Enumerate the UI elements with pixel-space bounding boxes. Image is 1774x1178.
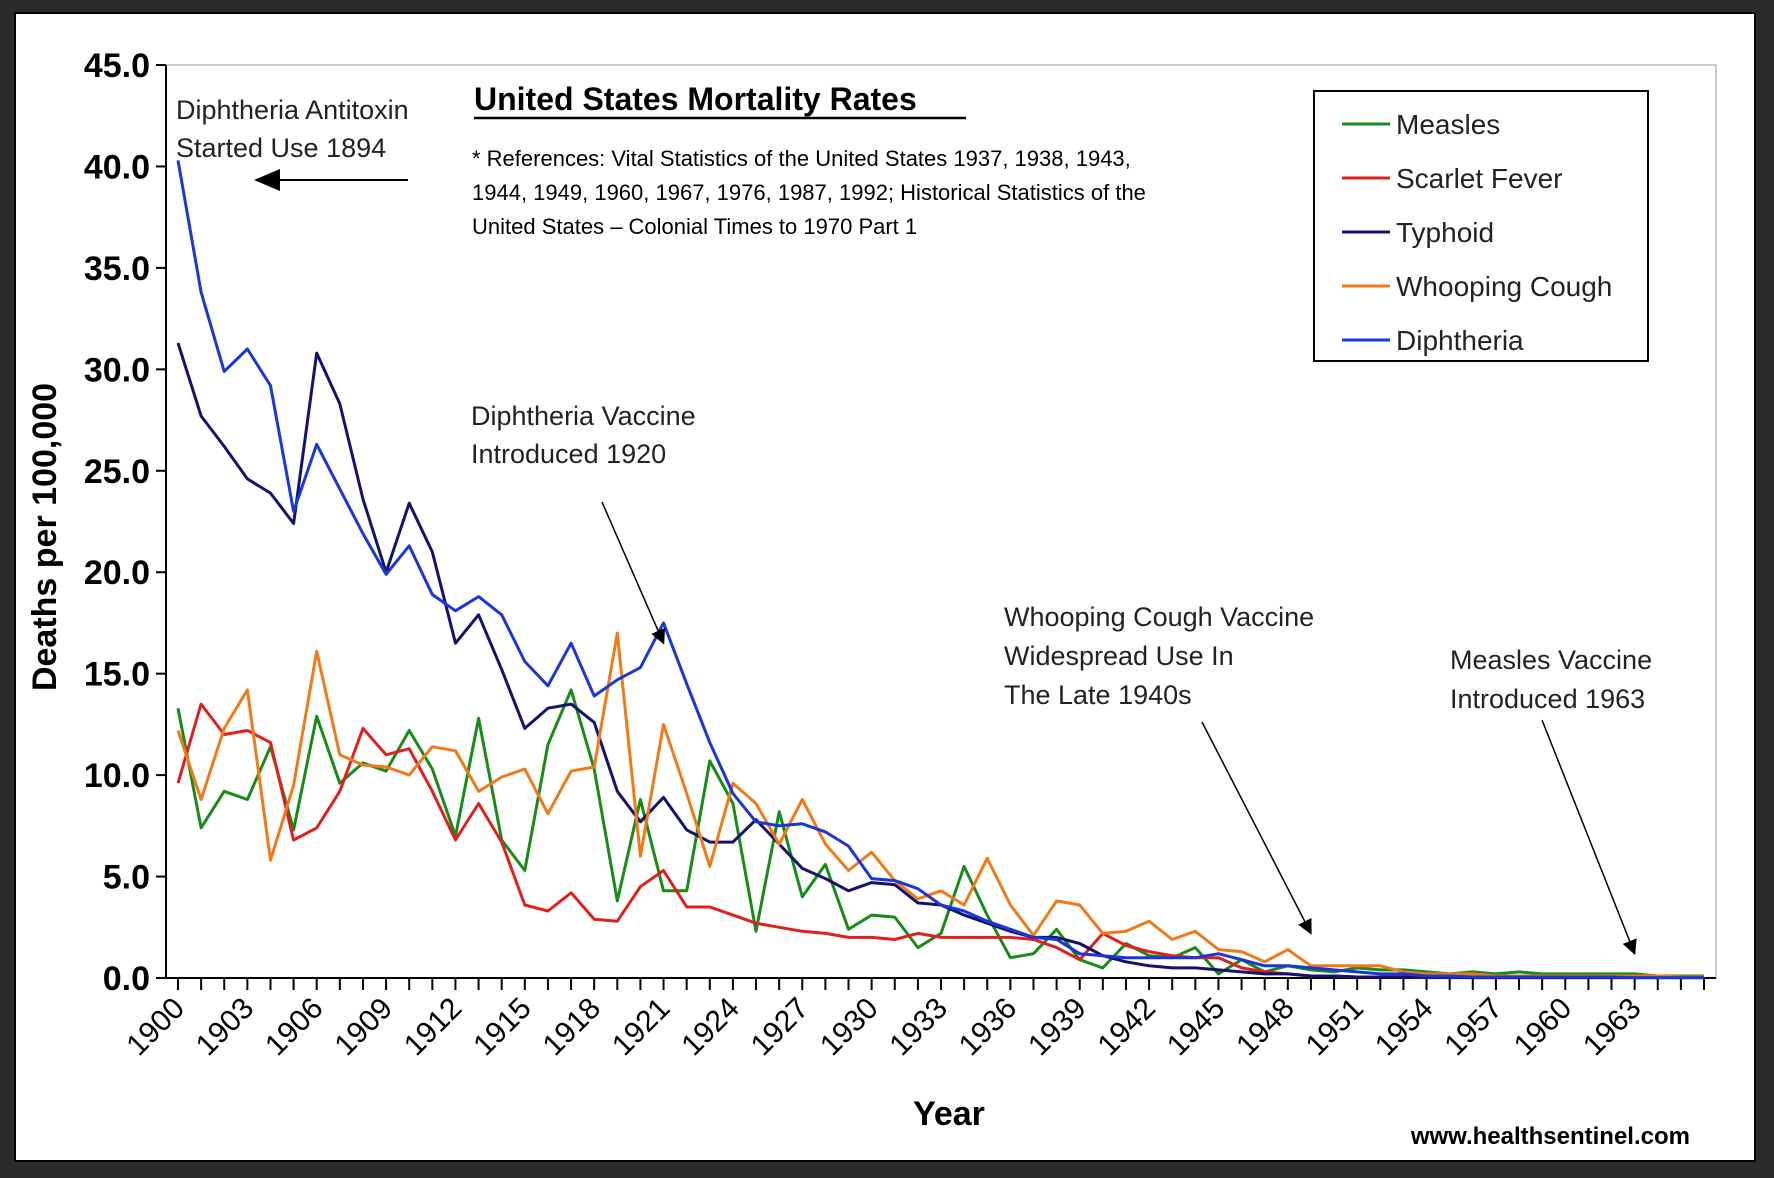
references-line-3: United States – Colonial Times to 1970 P… xyxy=(472,214,917,239)
y-tick-label: 30.0 xyxy=(84,351,150,389)
x-tick-label: 1936 xyxy=(953,992,1024,1063)
mortality-line-chart: 0.0 5.0 10.0 15.0 20.0 25.0 30.0 35.0 40.0 45.0 1… xyxy=(26,47,1717,1150)
x-tick-label: 1912 xyxy=(398,992,469,1063)
x-tick-label: 1942 xyxy=(1092,992,1163,1063)
annotation-1-line-2: Started Use 1894 xyxy=(176,133,386,163)
annotations: Diphtheria Antitoxin Started Use 1894 Diph… xyxy=(176,95,1652,956)
x-tick-label: 1957 xyxy=(1438,992,1509,1063)
annotation-3-line-2: Widespread Use In xyxy=(1004,641,1234,671)
annotation-3-line-3: The Late 1940s xyxy=(1004,680,1192,710)
x-tick-label: 1924 xyxy=(675,992,746,1063)
x-tick-label: 1903 xyxy=(190,992,261,1063)
x-tick-label: 1927 xyxy=(745,992,816,1063)
y-axis-title: Deaths per 100,000 xyxy=(26,383,64,691)
x-tick-label: 1918 xyxy=(537,992,608,1063)
chart-frame: 0.0 5.0 10.0 15.0 20.0 25.0 30.0 35.0 40.0 45.0 1… xyxy=(14,12,1756,1162)
x-tick-label: 1960 xyxy=(1508,992,1579,1063)
x-tick-label: 1948 xyxy=(1230,992,1301,1063)
chart-title: United States Mortality Rates xyxy=(474,81,917,117)
x-tick-label: 1963 xyxy=(1577,992,1648,1063)
y-tick-label: 45.0 xyxy=(84,47,150,85)
legend-label: Diphtheria xyxy=(1396,325,1524,356)
legend-label: Scarlet Fever xyxy=(1396,163,1563,194)
legend-box xyxy=(1313,90,1649,362)
y-tick-label: 5.0 xyxy=(103,859,150,897)
x-tick-label: 1906 xyxy=(259,992,330,1063)
y-tick-label: 0.0 xyxy=(103,960,150,998)
annotation-4-line-1: Measles Vaccine xyxy=(1450,645,1652,675)
x-axis: 1900190319061909191219151918192119241927… xyxy=(120,977,1716,1063)
legend-label: Whooping Cough xyxy=(1396,271,1612,302)
x-tick-label: 1945 xyxy=(1161,992,1232,1063)
x-tick-label: 1921 xyxy=(606,992,677,1063)
references-line-1: * References: Vital Statistics of the Un… xyxy=(472,146,1131,171)
legend-label: Typhoid xyxy=(1396,217,1494,248)
annotation-3-arrow xyxy=(1201,721,1312,935)
x-tick-label: 1933 xyxy=(883,992,954,1063)
series-lines xyxy=(176,160,1704,980)
y-tick-label: 25.0 xyxy=(84,453,150,491)
x-tick-label: 1915 xyxy=(467,992,538,1063)
annotation-2-arrow xyxy=(601,501,666,645)
x-tick-label: 1951 xyxy=(1300,992,1371,1063)
series-line-whooping-cough xyxy=(176,631,1704,979)
legend: Measles Scarlet Fever Typhoid Whooping Coug… xyxy=(1313,90,1649,362)
x-axis-title: Year xyxy=(913,1095,985,1133)
y-axis: 0.0 5.0 10.0 15.0 20.0 25.0 30.0 35.0 40.0 45.0 xyxy=(84,47,167,998)
references-line-2: 1944, 1949, 1960, 1967, 1976, 1987, 1992… xyxy=(472,180,1146,205)
annotation-1-line-1: Diphtheria Antitoxin xyxy=(176,95,409,125)
y-tick-label: 35.0 xyxy=(84,250,150,288)
x-tick-label: 1954 xyxy=(1369,992,1440,1063)
y-tick-label: 20.0 xyxy=(84,554,150,592)
annotation-2-line-1: Diphtheria Vaccine xyxy=(471,401,696,431)
annotation-2-line-2: Introduced 1920 xyxy=(471,439,666,469)
y-tick-label: 40.0 xyxy=(84,148,150,186)
x-tick-label: 1939 xyxy=(1022,992,1093,1063)
x-tick-label: 1900 xyxy=(120,992,191,1063)
annotation-4-line-2: Introduced 1963 xyxy=(1450,684,1645,714)
footer-url: www.healthsentinel.com xyxy=(1410,1123,1690,1150)
annotation-4-arrow xyxy=(1541,719,1637,956)
legend-label: Measles xyxy=(1396,109,1500,140)
x-tick-label: 1909 xyxy=(329,992,400,1063)
annotation-3-line-1: Whooping Cough Vaccine xyxy=(1004,602,1314,632)
y-tick-label: 10.0 xyxy=(84,757,150,795)
annotation-1-arrowhead xyxy=(254,169,280,191)
y-tick-label: 15.0 xyxy=(84,656,150,694)
x-tick-label: 1930 xyxy=(814,992,885,1063)
series-line-diphtheria xyxy=(176,160,1704,980)
